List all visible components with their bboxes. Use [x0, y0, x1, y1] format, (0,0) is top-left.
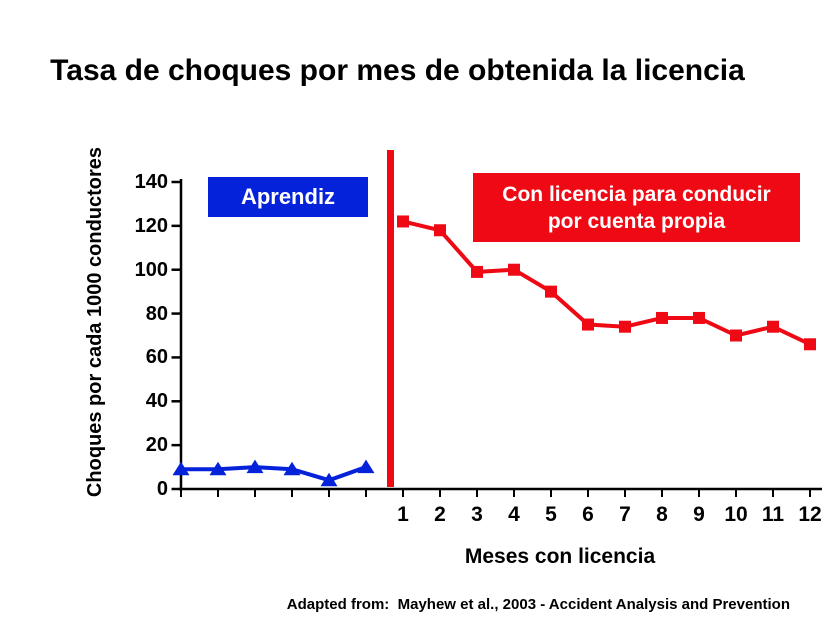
x-axis-tick-label: 10 [724, 503, 748, 526]
learner-data-point [320, 472, 338, 487]
x-axis-tick-label: 2 [434, 503, 446, 526]
licensed-annotation-line2: por cuenta propia [547, 209, 726, 233]
x-axis-tick-label: 8 [656, 503, 668, 526]
learner-data-point [172, 461, 190, 476]
licensed-data-point [545, 285, 557, 298]
y-axis-tick-label: 120 [134, 214, 168, 237]
licensed-data-point [804, 338, 816, 351]
x-axis-tick-label: 7 [619, 503, 631, 526]
licensed-data-point [508, 263, 520, 276]
y-axis-tick-label: 20 [145, 434, 168, 457]
x-axis-title: Meses con licencia [464, 545, 656, 568]
learner-data-point [209, 461, 227, 476]
y-axis-tick-label: 140 [134, 171, 168, 193]
learner-data-point [357, 459, 375, 474]
x-axis-tick-label: 9 [693, 503, 705, 526]
licensed-annotation-box: Con licencia para conducir por cuenta pr… [473, 173, 800, 242]
licensed-data-point [730, 329, 742, 342]
licensed-data-point [582, 318, 594, 331]
licensed-series-line [402, 219, 811, 347]
learner-annotation-label: Aprendiz [240, 184, 336, 209]
licensed-data-point [619, 320, 631, 333]
licensed-data-point [434, 224, 446, 237]
x-axis-tick-label: 4 [508, 503, 520, 526]
x-axis-tick-label: 12 [798, 503, 822, 526]
learner-data-point [283, 461, 301, 476]
licensed-data-point [767, 320, 779, 333]
x-axis-tick-label: 6 [582, 503, 594, 526]
learner-annotation-box: Aprendiz [208, 177, 368, 217]
x-axis-tick-label: 5 [545, 503, 557, 526]
licensed-data-point [693, 311, 705, 324]
x-axis-tick-label: 11 [761, 503, 785, 526]
y-axis-tick-label: 60 [145, 346, 168, 369]
x-axis-tick-label: 1 [397, 503, 409, 526]
licensed-data-point [471, 265, 483, 278]
x-axis-tick-label: 3 [471, 503, 483, 526]
learner-series-line [181, 465, 367, 483]
chart-title: Tasa de choques por mes de obtenida la l… [50, 54, 745, 87]
licensed-data-point [656, 311, 668, 324]
licensed-annotation-line1: Con licencia para conducir [502, 182, 771, 206]
y-axis-tick-label: 100 [134, 258, 168, 281]
source-note: Adapted from: Mayhew et al., 2003 - Acci… [286, 596, 790, 613]
licensed-data-point [397, 215, 409, 228]
y-axis-tick-label: 40 [145, 390, 168, 413]
learner-data-point [246, 459, 264, 474]
y-axis-tick-label: 80 [145, 302, 168, 325]
y-axis-tick-label: 0 [156, 478, 168, 500]
